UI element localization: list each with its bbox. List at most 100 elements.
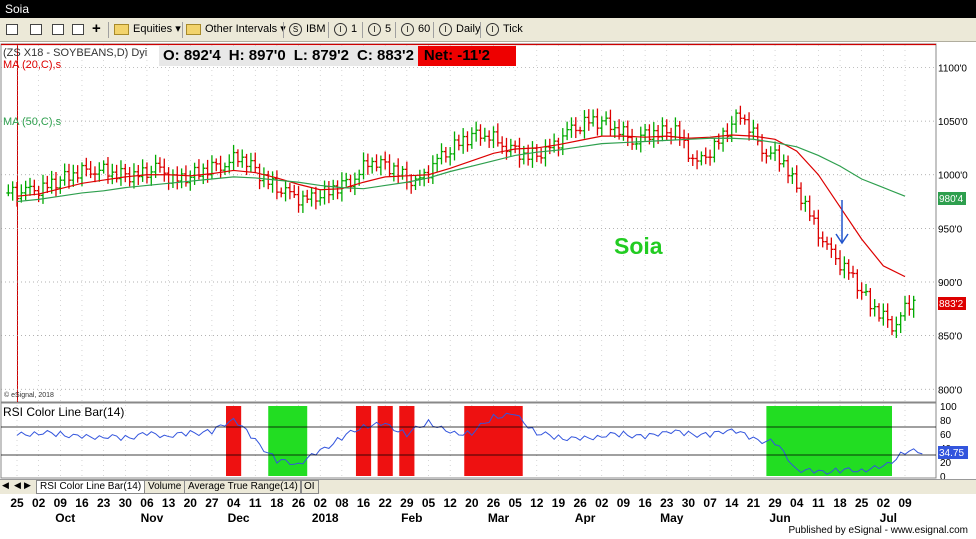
price-tick-label: 900'0 xyxy=(938,278,963,289)
x-month-label: 2018 xyxy=(312,511,339,525)
chart-icon[interactable] xyxy=(6,21,18,38)
ma50-label: MA (50,C),s xyxy=(3,116,62,128)
x-tick-label: 02 xyxy=(595,496,609,510)
x-month-label: Oct xyxy=(55,511,75,525)
window-title-bar: Soia xyxy=(0,0,976,18)
x-tick-label: 16 xyxy=(357,496,371,510)
x-tick-label: 09 xyxy=(898,496,912,510)
x-tick-label: 30 xyxy=(119,496,133,510)
x-tick-label: 02 xyxy=(314,496,328,510)
other-intervals-menu[interactable]: Other Intervals ▾ xyxy=(186,21,286,38)
ma50-line xyxy=(16,137,906,203)
price-tick-label: 950'0 xyxy=(938,224,963,235)
rsi-line xyxy=(16,412,923,475)
footer: Published by eSignal - www.esignal.com xyxy=(0,524,976,539)
x-tick-label: 25 xyxy=(855,496,869,510)
x-tick-label: 07 xyxy=(703,496,717,510)
scroll-first-icon[interactable]: ◀ xyxy=(2,480,9,490)
price-tick-label: 850'0 xyxy=(938,332,963,343)
net-change-value: Net: -11'2 xyxy=(417,46,516,66)
x-month-label: May xyxy=(660,511,684,525)
symbol-label: (ZS X18 - SOYBEANS,D) Dyi xyxy=(3,47,147,59)
ma20-line xyxy=(16,134,906,278)
rsi-label: RSI Color Line Bar(14) xyxy=(3,405,124,419)
x-tick-label: 18 xyxy=(833,496,847,510)
x-tick-label: 13 xyxy=(162,496,176,510)
price-panel xyxy=(0,43,937,403)
rsi-tick-label: 80 xyxy=(940,416,952,427)
down-arrow-icon xyxy=(835,200,849,245)
x-tick-label: 23 xyxy=(660,496,674,510)
publisher-note: Published by eSignal - www.esignal.com xyxy=(788,525,968,536)
ma50-value-badge xyxy=(938,192,966,205)
x-tick-label: 20 xyxy=(465,496,479,510)
folder-icon xyxy=(114,23,129,35)
ma50-value-text: 980'4 xyxy=(939,194,964,205)
indicator-tabs: ◀ ◀ ▶ RSI Color Line Bar(14) Volume Aver… xyxy=(0,479,976,494)
x-tick-label: 02 xyxy=(32,496,46,510)
scroll-prev-icon[interactable]: ◀ xyxy=(14,480,21,490)
last-price-text: 883'2 xyxy=(939,299,964,310)
x-tick-label: 11 xyxy=(249,496,262,510)
x-tick-label: 14 xyxy=(725,496,739,510)
x-tick-label: 26 xyxy=(292,496,306,510)
price-tick-label: 800'0 xyxy=(938,385,963,396)
tab-oi[interactable]: OI xyxy=(300,480,319,494)
x-tick-label: 20 xyxy=(184,496,198,510)
high-value: H: 897'0 xyxy=(224,46,290,66)
annotation-label: Soia xyxy=(614,233,663,259)
window-title: Soia xyxy=(0,0,56,18)
rsi-last-text: 34.75 xyxy=(939,448,964,459)
rsi-overbought-zone xyxy=(464,406,523,476)
close-value: C: 883'2 xyxy=(352,46,418,66)
x-month-label: Apr xyxy=(575,511,596,525)
interval-tick-button[interactable]: I Tick xyxy=(486,21,523,38)
edit-icon[interactable] xyxy=(72,21,84,38)
x-tick-label: 21 xyxy=(747,496,761,510)
rsi-tick-label: 100 xyxy=(940,402,957,413)
price-tick-label: 1000'0 xyxy=(938,171,968,182)
x-tick-label: 16 xyxy=(75,496,89,510)
folder-icon xyxy=(186,23,201,35)
x-tick-label: 05 xyxy=(508,496,522,510)
price-tick-label: 1050'0 xyxy=(938,117,968,128)
price-tick-label: 1100'0 xyxy=(938,63,967,74)
x-tick-label: 26 xyxy=(487,496,501,510)
x-tick-label: 29 xyxy=(400,496,414,510)
x-month-label: Jun xyxy=(769,511,790,525)
window-icon[interactable] xyxy=(30,21,42,38)
x-tick-label: 29 xyxy=(768,496,782,510)
tab-rsi[interactable]: RSI Color Line Bar(14) xyxy=(36,480,146,494)
rsi-oversold-zone xyxy=(268,406,308,476)
ohlc-readout: O: 892'4 H: 897'0 L: 879'2 C: 883'2 Net:… xyxy=(159,46,516,66)
scroll-next-icon[interactable]: ▶ xyxy=(24,480,31,490)
rsi-overbought-zone xyxy=(355,406,372,476)
last-price-badge xyxy=(938,297,966,310)
tab-atr[interactable]: Average True Range(14) xyxy=(184,480,302,494)
symbol-button[interactable]: S IBM xyxy=(289,21,326,38)
interval-daily-button[interactable]: I Daily xyxy=(439,21,480,38)
equities-menu[interactable]: Equities ▾ xyxy=(114,21,181,38)
rsi-overbought-zone xyxy=(226,406,242,476)
x-tick-label: 16 xyxy=(638,496,652,510)
x-tick-label: 09 xyxy=(54,496,68,510)
tab-volume[interactable]: Volume xyxy=(144,480,186,494)
x-tick-label: 04 xyxy=(790,496,804,510)
x-tick-label: 12 xyxy=(443,496,457,510)
page-icon[interactable] xyxy=(52,21,64,38)
x-tick-label: 25 xyxy=(10,496,24,510)
x-tick-label: 30 xyxy=(682,496,696,510)
rsi-oversold-zone xyxy=(766,406,893,476)
rsi-overbought-zone xyxy=(399,406,415,476)
interval-60-button[interactable]: I 60 xyxy=(401,21,430,38)
x-tick-label: 02 xyxy=(877,496,891,510)
x-tick-label: 18 xyxy=(270,496,284,510)
x-month-label: Dec xyxy=(228,511,250,525)
add-icon[interactable]: + xyxy=(92,20,101,37)
x-tick-label: 19 xyxy=(552,496,566,510)
x-month-label: Nov xyxy=(141,511,164,525)
x-tick-label: 26 xyxy=(573,496,587,510)
